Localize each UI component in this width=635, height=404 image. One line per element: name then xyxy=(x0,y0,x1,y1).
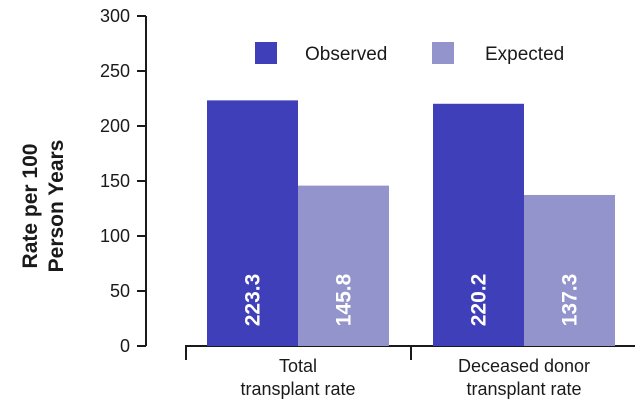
y-tick-label: 100 xyxy=(100,226,130,246)
y-tick-label: 50 xyxy=(110,281,130,301)
category-label: Total xyxy=(279,356,317,376)
legend-label-observed: Observed xyxy=(305,44,387,65)
legend-label-expected: Expected xyxy=(485,44,564,65)
legend-swatch-observed xyxy=(255,42,277,64)
y-tick-label: 200 xyxy=(100,116,130,136)
y-axis-label-line-2: Person Years xyxy=(45,140,68,273)
y-axis-label: Rate per 100 Person Years xyxy=(19,140,68,273)
y-tick-label: 300 xyxy=(100,6,130,26)
y-tick-label: 150 xyxy=(100,171,130,191)
data-label: 220.2 xyxy=(468,274,491,327)
x-axis: Total transplant rate Deceased donor transp… xyxy=(185,345,635,399)
y-tick-label: 0 xyxy=(120,336,130,356)
category-label: transplant rate xyxy=(240,379,355,399)
y-tick-label: 250 xyxy=(100,61,130,81)
data-label: 137.3 xyxy=(559,274,582,327)
bars: 223.3 145.8 220.2 137.3 xyxy=(207,100,615,347)
data-label: 223.3 xyxy=(242,274,265,327)
category-label: transplant rate xyxy=(466,379,581,399)
legend-swatch-expected xyxy=(432,42,454,64)
bar-observed xyxy=(433,103,524,346)
y-axis-label-line-1: Rate per 100 xyxy=(19,144,42,269)
category-label: Deceased donor xyxy=(458,356,590,376)
legend: Observed Expected xyxy=(255,42,564,65)
bar-expected xyxy=(298,185,389,346)
bar-observed xyxy=(207,100,298,347)
y-axis: 0 50 100 150 200 250 300 xyxy=(100,6,147,356)
bar-expected xyxy=(524,194,615,346)
data-label: 145.8 xyxy=(333,273,356,326)
